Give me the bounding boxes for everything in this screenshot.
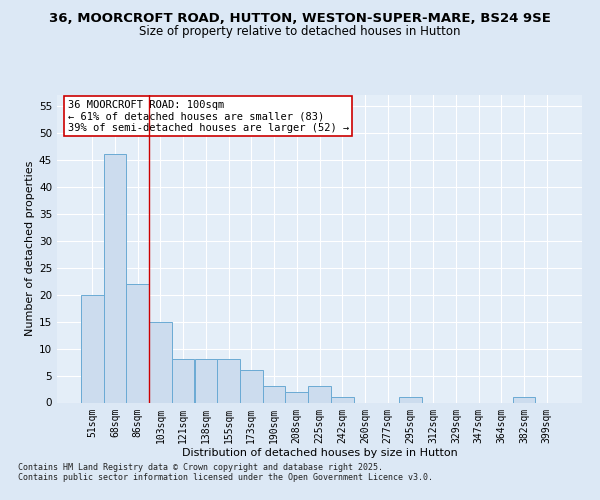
Bar: [286, 392, 308, 402]
Bar: [308, 386, 331, 402]
X-axis label: Distribution of detached houses by size in Hutton: Distribution of detached houses by size …: [182, 448, 457, 458]
Bar: [331, 397, 353, 402]
Text: 36, MOORCROFT ROAD, HUTTON, WESTON-SUPER-MARE, BS24 9SE: 36, MOORCROFT ROAD, HUTTON, WESTON-SUPER…: [49, 12, 551, 26]
Text: Contains HM Land Registry data © Crown copyright and database right 2025.
Contai: Contains HM Land Registry data © Crown c…: [18, 462, 433, 482]
Text: 36 MOORCROFT ROAD: 100sqm
← 61% of detached houses are smaller (83)
39% of semi-: 36 MOORCROFT ROAD: 100sqm ← 61% of detac…: [67, 100, 349, 133]
Bar: [127, 284, 149, 403]
Bar: [172, 360, 194, 403]
Bar: [263, 386, 286, 402]
Bar: [81, 294, 104, 403]
Bar: [217, 360, 240, 403]
Bar: [399, 397, 422, 402]
Bar: [104, 154, 127, 402]
Bar: [149, 322, 172, 402]
Y-axis label: Number of detached properties: Number of detached properties: [25, 161, 35, 336]
Bar: [194, 360, 217, 403]
Bar: [240, 370, 263, 402]
Bar: [512, 397, 535, 402]
Text: Size of property relative to detached houses in Hutton: Size of property relative to detached ho…: [139, 25, 461, 38]
